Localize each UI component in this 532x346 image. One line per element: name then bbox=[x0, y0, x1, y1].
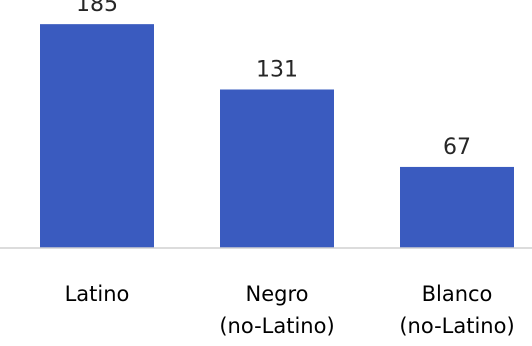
bars-group bbox=[40, 24, 514, 249]
data-labels-group: 185 131 67 bbox=[76, 0, 471, 160]
data-label-0: 185 bbox=[76, 0, 118, 17]
data-label-1: 131 bbox=[256, 57, 298, 82]
category-label-0-line-0: Latino bbox=[65, 282, 130, 306]
category-labels-group: Latino Negro (no-Latino) Blanco (no-Latino) bbox=[65, 282, 515, 338]
bar-0 bbox=[40, 24, 154, 249]
category-label-2-line-1: (no-Latino) bbox=[399, 314, 514, 338]
bar-1 bbox=[220, 89, 334, 249]
category-label-1-line-1: (no-Latino) bbox=[219, 314, 334, 338]
data-label-2: 67 bbox=[443, 135, 471, 160]
bar-2 bbox=[400, 166, 514, 248]
category-label-2-line-0: Blanco bbox=[422, 282, 493, 306]
category-label-1-line-0: Negro bbox=[246, 282, 309, 306]
